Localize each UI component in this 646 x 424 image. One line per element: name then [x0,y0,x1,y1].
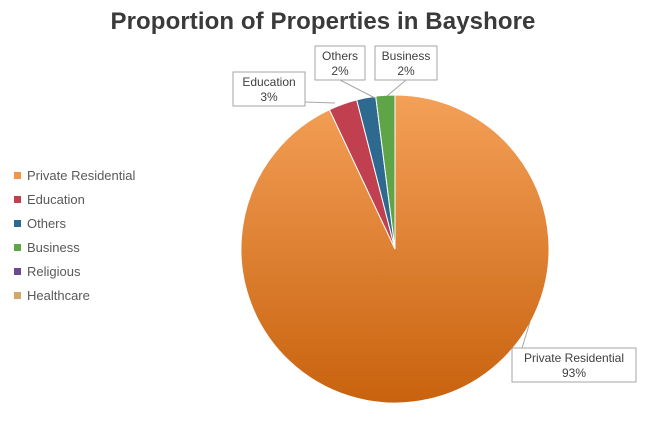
callout-box [232,71,306,107]
legend-swatch [14,267,21,275]
legend-item-education: Education [14,187,184,211]
leader-line [386,79,407,97]
callout-value: 3% [260,90,278,104]
callout-value: 2% [397,64,415,78]
callout-category: Business [382,49,431,63]
leader-line [304,101,336,104]
legend-swatch [14,291,21,299]
chart-legend: Private Residential Education Others Bus… [14,163,184,307]
pie-slices [240,94,550,404]
legend-label: Healthcare [27,287,90,303]
callout-value: 93% [562,366,586,380]
callout-box [374,45,438,81]
leader-line [339,79,376,99]
callout-box [511,347,637,383]
legend-label: Religious [27,263,81,279]
chart-title: Proportion of Properties in Bayshore [110,8,536,35]
legend-swatch [14,243,21,251]
legend-item-business: Business [14,235,184,259]
legend-label: Education [27,191,85,207]
legend-swatch [14,195,21,203]
legend-item-others: Others [14,211,184,235]
callout-category: Others [322,49,358,63]
legend-label: Private Residential [27,167,136,183]
legend-item-private-residential: Private Residential [14,163,184,187]
legend-swatch [14,219,21,227]
legend-item-healthcare: Healthcare [14,283,184,307]
callout-category: Education [242,75,295,89]
callout-value: 2% [331,64,349,78]
legend-item-religious: Religious [14,259,184,283]
callout-category: Private Residential [524,351,624,365]
leader-line [521,321,531,349]
callout-box [314,45,366,81]
legend-label: Others [27,215,67,231]
legend-label: Business [27,239,80,255]
legend-swatch [14,171,21,179]
pie-slice-business [375,94,396,250]
